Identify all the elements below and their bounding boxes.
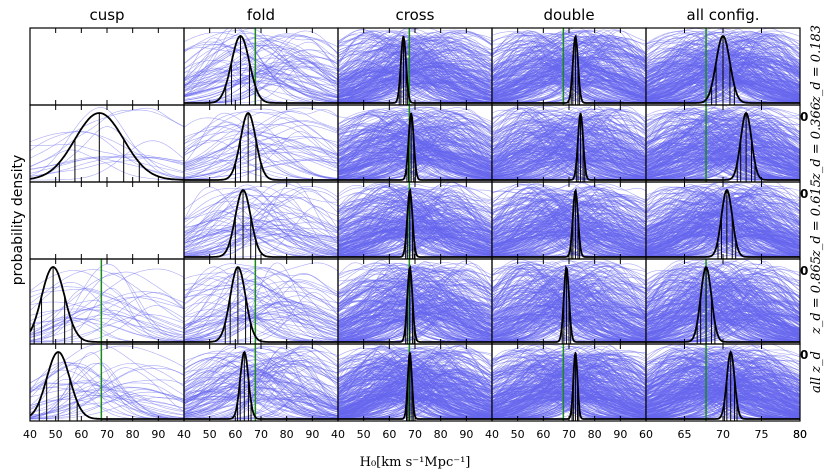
panel-content bbox=[646, 104, 800, 182]
panel-content bbox=[184, 182, 338, 259]
panel-content bbox=[492, 259, 646, 344]
panel-r3-c2 bbox=[184, 182, 338, 259]
panel-r5-c5 bbox=[646, 342, 800, 421]
panel-content bbox=[646, 28, 800, 105]
panel-r3-c1 bbox=[30, 182, 184, 259]
panel-r4-c2 bbox=[184, 259, 338, 344]
panel-r5-c2 bbox=[184, 343, 338, 421]
col-title-all-config: all config. bbox=[687, 6, 760, 24]
panel-r3-c3 bbox=[338, 182, 492, 259]
x-axis-label: H₀[km s⁻¹Mpc⁻¹] bbox=[360, 455, 471, 470]
panel-frame bbox=[30, 182, 184, 259]
y-axis-label: probability density bbox=[10, 155, 26, 285]
panel-content bbox=[646, 342, 800, 421]
panel-content bbox=[30, 107, 184, 182]
panel-content bbox=[30, 259, 184, 344]
posterior-curve bbox=[30, 379, 184, 419]
panel-content bbox=[184, 108, 338, 182]
panel-r1-c5 bbox=[646, 28, 800, 105]
panel-frame bbox=[30, 28, 184, 105]
panel-r5-c1 bbox=[30, 344, 184, 421]
panel-content bbox=[646, 181, 800, 259]
panel-r4-c4 bbox=[492, 259, 646, 344]
panel-r2-c2 bbox=[184, 105, 338, 182]
panel-r3-c5 bbox=[646, 181, 800, 259]
panel-r5-c4 bbox=[492, 343, 646, 422]
panel-r4-c5 bbox=[646, 259, 800, 344]
panel-content bbox=[338, 259, 492, 344]
panel-r3-c4 bbox=[492, 182, 646, 259]
panel-content bbox=[338, 344, 492, 422]
posterior-curve bbox=[30, 346, 184, 388]
col-title-cross: cross bbox=[396, 6, 435, 24]
panel-content bbox=[184, 259, 338, 344]
panel-r2-c5 bbox=[646, 104, 800, 182]
panel-content bbox=[492, 343, 646, 422]
col-title-fold: fold bbox=[247, 6, 275, 24]
panel-content bbox=[184, 27, 338, 105]
panel-grid bbox=[30, 27, 800, 421]
panel-r4-c1 bbox=[30, 259, 184, 344]
panel-r2-c4 bbox=[492, 105, 646, 182]
panel-content bbox=[646, 259, 800, 344]
column-titles: cusp fold cross double all config. bbox=[89, 6, 759, 24]
panel-r2-c1 bbox=[30, 105, 184, 182]
panel-r5-c3 bbox=[338, 344, 492, 422]
panel-r1-c1 bbox=[30, 28, 184, 105]
panel-r1-c3 bbox=[338, 28, 492, 105]
col-title-double: double bbox=[543, 6, 594, 24]
panel-content bbox=[338, 28, 492, 105]
panel-content bbox=[184, 343, 338, 421]
panel-content bbox=[492, 105, 646, 182]
panel-r2-c3 bbox=[338, 105, 492, 182]
panel-r4-c3 bbox=[338, 259, 492, 344]
panel-content bbox=[338, 105, 492, 182]
panel-content bbox=[492, 28, 646, 105]
combined-posterior bbox=[30, 113, 184, 180]
col-title-cusp: cusp bbox=[89, 6, 124, 24]
panel-content bbox=[30, 344, 184, 421]
panel-r1-c2 bbox=[184, 27, 338, 105]
panel-content bbox=[338, 182, 492, 259]
panel-r1-c4 bbox=[492, 28, 646, 105]
panel-content bbox=[492, 183, 646, 260]
